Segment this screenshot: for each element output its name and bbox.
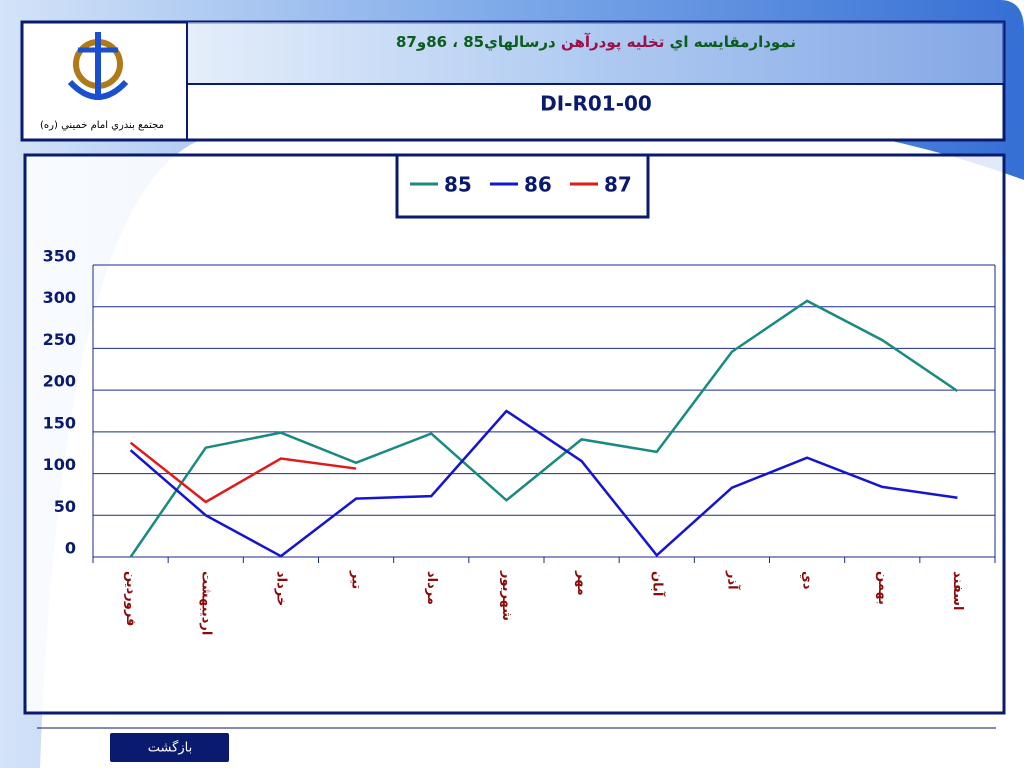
logo-caption: مجتمع بندري امام خميني (ره) — [40, 120, 164, 131]
x-tick-label: اسفند — [950, 571, 965, 610]
x-tick-label: فروردين — [123, 571, 138, 626]
slide-code: DI-R01-00 — [540, 92, 652, 116]
logo — [67, 32, 129, 100]
title-part: درسالهاي85 ، 86و87 — [396, 33, 556, 52]
x-tick-label: بهمن — [875, 571, 890, 605]
y-tick-label: 350 — [43, 247, 76, 266]
series-line — [129, 409, 958, 558]
x-tick-label: آذر — [724, 570, 741, 590]
legend-label: 87 — [604, 173, 632, 197]
x-tick-label: دي — [800, 571, 815, 590]
series-line — [129, 299, 959, 558]
header-band — [187, 22, 1004, 84]
x-tick-label: مرداد — [424, 571, 439, 605]
x-tick-label: آبان — [649, 571, 666, 597]
chart-box — [23, 153, 1006, 715]
legend-label: 86 — [524, 173, 552, 197]
back-button-label[interactable]: بازگشت — [148, 740, 192, 756]
y-tick-label: 300 — [43, 288, 76, 307]
legend-box — [395, 153, 650, 219]
y-tick-label: 50 — [54, 497, 76, 516]
legend-label: 85 — [444, 173, 472, 197]
title-part: تخليه پودرآهن — [556, 33, 665, 52]
y-tick-label: 150 — [43, 413, 76, 432]
title-part: نمودارمقايسه اي — [664, 33, 796, 52]
y-tick-label: 250 — [43, 330, 76, 349]
x-tick-label: شهريور — [499, 570, 514, 621]
slide-title: نمودارمقايسه اي تخليه پودرآهن درسالهاي85… — [396, 33, 796, 52]
series-line — [129, 441, 357, 504]
x-tick-label: تير — [349, 570, 364, 589]
x-tick-label: ارديبهشت — [198, 571, 213, 635]
y-tick-label: 200 — [43, 372, 76, 391]
back-button[interactable] — [110, 733, 229, 762]
x-tick-label: خرداد — [273, 571, 288, 606]
x-tick-label: مهر — [574, 570, 589, 596]
y-tick-label: 100 — [43, 455, 76, 474]
y-tick-label: 0 — [65, 539, 76, 558]
